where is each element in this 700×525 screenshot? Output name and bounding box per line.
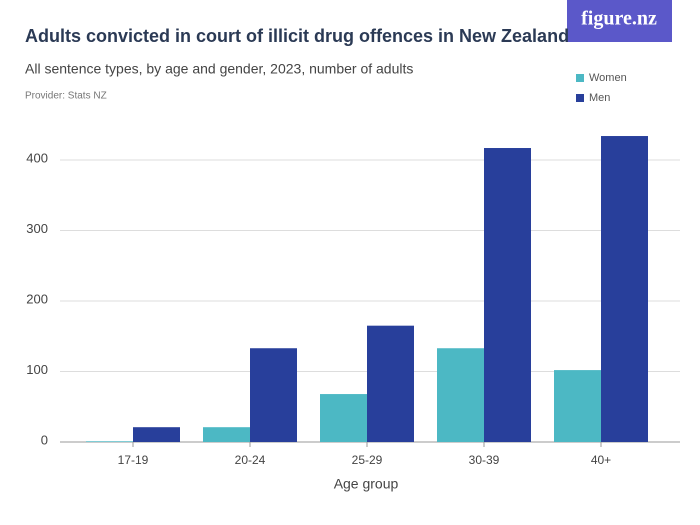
legend-swatch: [576, 94, 584, 102]
legend-swatch: [576, 74, 584, 82]
provider: Provider: Stats NZ: [25, 91, 107, 102]
x-tick-label: 40+: [591, 453, 611, 467]
chart-title: Adults convicted in court of illicit dru…: [25, 26, 569, 46]
y-tick-label: 200: [26, 291, 48, 306]
bar: [250, 348, 297, 442]
logo: figure.nz: [581, 8, 657, 30]
bar: [86, 441, 133, 442]
bar: [133, 427, 180, 442]
legend-label: Women: [589, 72, 627, 84]
x-axis-label: Age group: [334, 476, 399, 492]
legend-label: Men: [589, 92, 610, 104]
y-tick-label: 100: [26, 362, 48, 377]
y-tick-label: 400: [26, 150, 48, 165]
chart-subtitle: All sentence types, by age and gender, 2…: [25, 61, 413, 77]
bar: [601, 136, 648, 442]
bar: [554, 370, 601, 442]
logo-box: [567, 0, 672, 42]
x-tick-label: 20-24: [235, 453, 266, 467]
bar: [203, 427, 250, 442]
x-tick-label: 17-19: [118, 453, 149, 467]
x-tick-label: 30-39: [469, 453, 500, 467]
y-tick-label: 300: [26, 221, 48, 236]
bar: [320, 394, 367, 442]
bar: [437, 348, 484, 442]
x-tick-label: 25-29: [352, 453, 383, 467]
y-tick-label: 0: [41, 432, 48, 447]
bar: [367, 325, 414, 442]
bar: [484, 148, 531, 442]
